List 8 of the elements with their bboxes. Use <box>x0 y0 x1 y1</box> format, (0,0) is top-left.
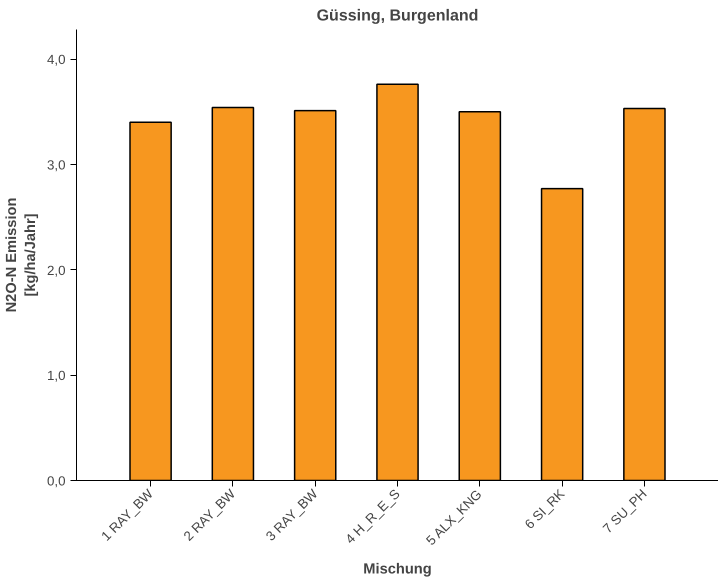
x-axis-title: Mischung <box>363 561 432 578</box>
y-tick-label: 1,0 <box>46 368 66 384</box>
y-tick-label: 4,0 <box>46 52 66 68</box>
y-tick-label: 2,0 <box>46 262 66 278</box>
chart-title: Güssing, Burgenland <box>316 8 478 24</box>
y-axis-title: N2O-N Emission [kg/ha/Jahr] <box>4 198 39 312</box>
y-tick-label: 0,0 <box>46 474 66 488</box>
y-tick-label: 3,0 <box>46 157 66 172</box>
